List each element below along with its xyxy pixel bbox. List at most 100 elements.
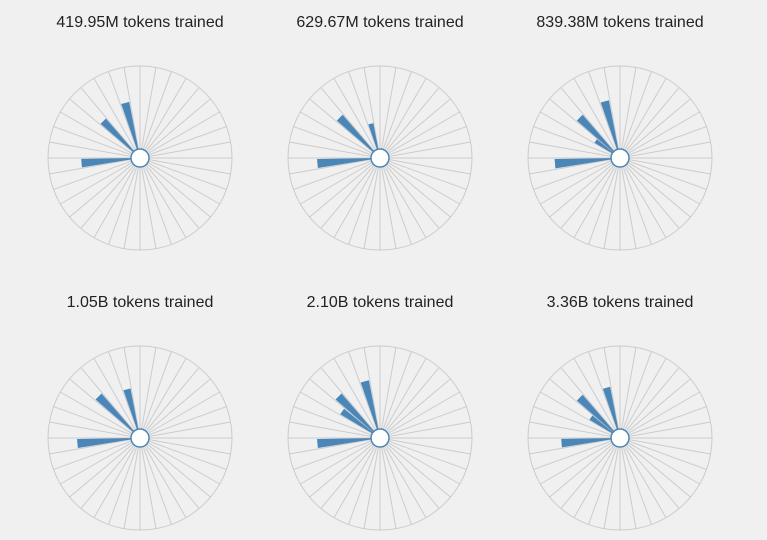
radial-bar — [576, 394, 615, 433]
grid-spoke — [588, 71, 621, 159]
grid-spoke — [540, 391, 621, 439]
chart-title: 1.05B tokens trained — [66, 294, 214, 311]
grid-spoke — [619, 157, 691, 218]
grid-spoke — [139, 437, 187, 518]
grid-spoke — [289, 437, 381, 455]
grid-spoke — [139, 87, 200, 159]
radial-chart — [47, 65, 233, 251]
grid-spoke — [139, 421, 231, 439]
chart-title: 839.38M tokens trained — [536, 14, 704, 31]
grid-spoke — [69, 157, 141, 218]
grid-spoke — [139, 391, 220, 439]
grid-spoke — [560, 367, 621, 439]
grid-spoke — [93, 358, 141, 439]
grid-spoke — [379, 157, 460, 205]
chart-panel-6: 3.36B tokens trained — [500, 280, 740, 540]
grid-spoke — [379, 98, 451, 159]
grid-spoke — [300, 391, 381, 439]
grid-spoke — [309, 437, 381, 498]
grid-spoke — [379, 406, 467, 439]
grid-spoke — [619, 71, 652, 159]
chart-panel-1: 419.95M tokens trained — [20, 0, 260, 260]
grid-spoke — [619, 367, 680, 439]
grid-spoke — [139, 351, 172, 439]
grid-spoke — [619, 437, 691, 498]
radial-bar — [360, 380, 379, 430]
radial-bar — [95, 393, 135, 433]
grid-spoke — [53, 126, 141, 159]
grid-spoke — [560, 437, 621, 509]
grid-spoke — [619, 157, 637, 249]
grid-spoke — [619, 391, 700, 439]
grid-spoke — [69, 98, 141, 159]
grid-spoke — [320, 437, 381, 509]
grid-spoke — [333, 157, 381, 238]
grid-spoke — [293, 406, 381, 439]
radial-bar — [335, 393, 375, 433]
grid-spoke — [379, 347, 397, 439]
grid-spoke — [348, 157, 381, 245]
grid-spoke — [379, 421, 471, 439]
chart-panel-3: 839.38M tokens trained — [500, 0, 740, 260]
grid-spoke — [379, 157, 427, 238]
grid-spoke — [60, 437, 141, 485]
grid-spoke — [309, 378, 381, 439]
grid-spoke — [80, 437, 141, 509]
grid-spoke — [333, 78, 381, 159]
grid-spoke — [379, 437, 460, 485]
grid-spoke — [139, 437, 172, 525]
grid-spoke — [379, 437, 451, 498]
grid-spoke — [379, 437, 467, 470]
radial-bar — [600, 100, 619, 150]
grid-spoke — [300, 437, 381, 485]
grid-spoke — [309, 157, 381, 218]
grid-spoke — [619, 437, 700, 485]
chart-panel-2: 629.67M tokens trained — [260, 0, 500, 260]
grid-spoke — [603, 157, 621, 249]
grid-spoke — [619, 87, 680, 159]
grid-spoke — [588, 351, 621, 439]
grid-spoke — [529, 421, 621, 439]
grid-spoke — [139, 157, 172, 245]
grid-spoke — [139, 67, 157, 159]
grid-spoke — [540, 111, 621, 159]
grid-spoke — [139, 157, 211, 218]
grid-spoke — [573, 78, 621, 159]
radial-bar — [554, 158, 612, 169]
grid-spoke — [333, 358, 381, 439]
grid-spoke — [619, 126, 707, 159]
grid-spoke — [139, 157, 220, 205]
grid-spoke — [289, 157, 381, 175]
grid-spoke — [49, 421, 141, 439]
grid-spoke — [80, 157, 141, 229]
grid-spoke — [80, 87, 141, 159]
center-circle — [130, 148, 150, 168]
center-circle — [610, 148, 630, 168]
grid-spoke — [348, 437, 381, 525]
radial-bar — [589, 415, 614, 434]
grid-spoke — [139, 437, 231, 455]
chart-title: 629.67M tokens trained — [296, 14, 464, 31]
grid-spoke — [619, 157, 667, 238]
grid-spoke — [108, 437, 141, 525]
grid-spoke — [320, 87, 381, 159]
grid-spoke — [379, 157, 397, 249]
radial-bar — [77, 438, 132, 448]
grid-spoke — [619, 437, 667, 518]
grid-spoke — [139, 157, 227, 190]
grid-spoke — [379, 358, 427, 439]
grid-spoke — [549, 157, 621, 218]
grid-spoke — [379, 437, 412, 525]
grid-spoke — [560, 87, 621, 159]
grid-spoke — [348, 351, 381, 439]
grid-spoke — [139, 437, 227, 470]
grid-spoke — [60, 157, 141, 205]
grid-spoke — [139, 157, 157, 249]
radial-bar — [317, 438, 372, 448]
grid-spoke — [619, 111, 700, 159]
radial-chart — [47, 345, 233, 531]
grid-spoke — [379, 437, 471, 455]
grid-spoke — [320, 157, 381, 229]
grid-spoke — [379, 67, 397, 159]
grid-spoke — [619, 378, 691, 439]
